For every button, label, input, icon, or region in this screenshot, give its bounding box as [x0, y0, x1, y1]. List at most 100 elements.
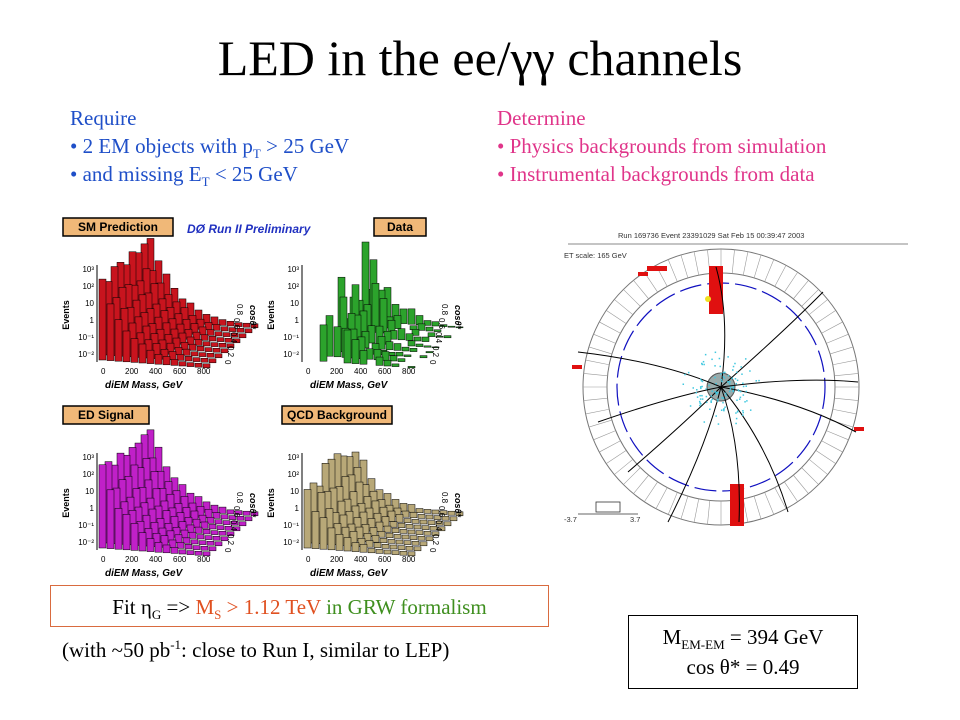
- lego-bar: [194, 526, 203, 534]
- y-tick-label: 10: [85, 487, 94, 496]
- calo-segment: [583, 397, 608, 401]
- tracker-hit: [742, 410, 744, 412]
- lego-bar: [427, 520, 436, 525]
- lego-bar: [162, 544, 171, 554]
- tracker-hit: [711, 398, 713, 401]
- lego-bar: [200, 334, 209, 341]
- tracker-hit: [723, 409, 725, 412]
- track: [597, 386, 722, 423]
- lego-bar: [216, 337, 225, 342]
- calo-segment: [784, 272, 798, 293]
- lego-bar: [208, 546, 217, 552]
- y-tick-label: 1: [90, 316, 95, 325]
- lego-panel-ed-signal: ED Signal 10³ 10² 10 1 10⁻¹ 10⁻² Events 0 200 400 6…: [61, 405, 259, 579]
- lego-bar: [443, 521, 452, 527]
- eta-max-label: 3.7: [630, 515, 640, 524]
- lego-bar: [455, 326, 464, 329]
- lego-bar: [250, 511, 259, 517]
- lego-bar: [198, 352, 207, 357]
- tracker-hit: [723, 408, 725, 410]
- lego-bar: [224, 337, 233, 343]
- tracker-hit: [703, 421, 706, 423]
- lego-bar: [423, 345, 432, 348]
- lego-bar: [122, 330, 131, 363]
- lego-bar: [194, 362, 203, 368]
- x-tick-label: 200: [125, 367, 139, 376]
- calo-segment: [764, 259, 775, 282]
- lego-bar: [421, 336, 430, 342]
- tracker-hit: [705, 388, 708, 390]
- z-tick-label: 0.4: [229, 520, 238, 532]
- tracker-hit: [700, 387, 702, 390]
- z-tick-label: 0.2: [431, 346, 440, 358]
- tracker-hit: [705, 395, 708, 398]
- lego-bar: [367, 548, 376, 554]
- lego-bar: [343, 329, 352, 364]
- tracker-hit: [720, 409, 723, 411]
- x-tick-label: 600: [378, 367, 392, 376]
- lego-bar: [393, 534, 402, 539]
- lego-bar: [212, 324, 221, 331]
- lego-bar: [234, 322, 243, 327]
- calo-segment: [655, 487, 668, 509]
- tracker-hit: [724, 406, 726, 408]
- lego-bar: [359, 350, 368, 365]
- calo-segment: [821, 321, 843, 334]
- calo-segment: [680, 254, 689, 278]
- lego-bar: [383, 359, 392, 367]
- lego-bar: [335, 534, 344, 551]
- tracker-hit: [716, 398, 719, 401]
- x-axis-label: diEM Mass, GeV: [310, 380, 389, 391]
- lego-bar: [218, 342, 227, 348]
- tracker-hit: [740, 366, 742, 368]
- lego-bar: [411, 519, 420, 524]
- y-tick-label: 1: [295, 316, 300, 325]
- y-axis-label: Events: [61, 488, 71, 518]
- y-tick-label: 10⁻¹: [283, 521, 299, 530]
- tracker-hit: [711, 390, 714, 392]
- lego-bar: [138, 343, 147, 364]
- lego-bar: [397, 328, 406, 341]
- tracker-hit: [705, 401, 708, 404]
- calo-segment: [633, 474, 649, 494]
- tracker-hit: [702, 360, 705, 363]
- y-tick-label: 10²: [287, 470, 299, 479]
- tracker-hit: [699, 402, 701, 404]
- tracker-hit: [730, 386, 732, 388]
- lego-bar: [407, 340, 416, 347]
- y-tick-label: 1: [90, 504, 95, 513]
- x-tick-label: 800: [402, 367, 416, 376]
- lego-bar: [381, 544, 390, 549]
- tracker-hit: [696, 389, 698, 391]
- lego-bar: [192, 357, 201, 362]
- lego-bar: [411, 329, 420, 336]
- lego-bar: [250, 323, 259, 329]
- x-tick-label: 0: [306, 555, 311, 564]
- lego-bar: [387, 539, 396, 544]
- x-tick-label: 200: [330, 367, 344, 376]
- lego-bar: [415, 508, 424, 514]
- tracker-hit: [715, 415, 717, 417]
- calo-segment: [593, 430, 616, 441]
- tracker-hit: [720, 373, 722, 375]
- y-axis-label: Events: [266, 300, 276, 330]
- lego-plots-figure: DØ Run II Preliminary SM Prediction 10³ 10…: [57, 210, 471, 582]
- y-tick-label: 10⁻¹: [283, 333, 299, 342]
- y-axis-label: Events: [61, 300, 71, 330]
- z-tick-label: 0.8: [440, 304, 449, 316]
- x-tick-label: 600: [378, 555, 392, 564]
- lego-bar: [311, 511, 320, 549]
- lego-bar: [130, 338, 139, 363]
- require-heading: Require: [70, 106, 137, 130]
- lego-bar: [359, 544, 368, 553]
- lego-bar: [206, 352, 215, 358]
- tracker-hit: [732, 369, 734, 371]
- lego-bar: [206, 540, 215, 546]
- lego-bar: [413, 524, 422, 530]
- lego-bar: [220, 514, 229, 520]
- lego-bar: [242, 510, 251, 516]
- lego-bar: [218, 530, 227, 536]
- calo-segment: [742, 251, 749, 276]
- lego-bar: [419, 541, 428, 547]
- lego-bar: [431, 321, 440, 327]
